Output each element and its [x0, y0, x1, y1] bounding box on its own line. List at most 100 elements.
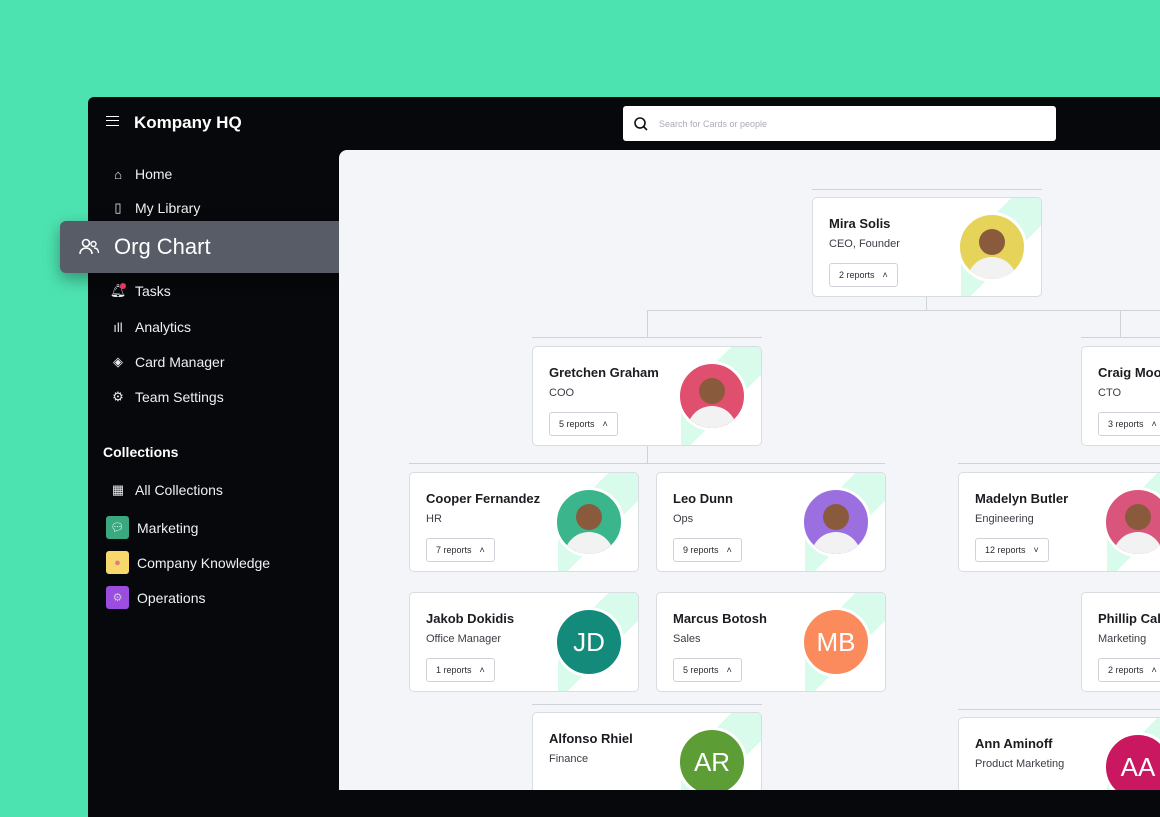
person-role: CEO, Founder — [829, 238, 900, 250]
sidebar-item-analytics[interactable]: ıll Analytics — [110, 319, 191, 335]
reports-toggle-button[interactable]: 3 reports ˄ — [1098, 412, 1160, 436]
person-card[interactable]: Mira Solis CEO, Founder 2 reports ˄ — [812, 197, 1042, 297]
reports-toggle-button[interactable]: 5 reports ˄ — [673, 658, 742, 682]
grid-icon: ▦ — [111, 482, 125, 497]
person-card[interactable]: Madelyn Butler Engineering 12 reports ˅ — [958, 472, 1160, 572]
home-icon: ⌂ — [114, 166, 122, 182]
search-input[interactable]: Search for Cards or people — [623, 106, 1056, 141]
connector-line — [1120, 310, 1121, 337]
org-chart-canvas[interactable]: Mira Solis CEO, Founder 2 reports ˄ Gretch… — [339, 150, 1160, 790]
avatar — [801, 487, 871, 557]
gear-icon: ⚙ — [106, 586, 129, 609]
person-name: Jakob Dokidis — [426, 611, 515, 626]
connector-line — [958, 463, 1160, 464]
users-icon — [79, 238, 100, 255]
connector-line — [532, 704, 762, 705]
person-name: Mira Solis — [829, 216, 891, 231]
connector-line — [532, 337, 762, 338]
chevron-up-icon: ˄ — [479, 545, 485, 555]
person-name: Marcus Botosh — [673, 611, 767, 626]
reports-toggle-button[interactable]: 9 reports ˄ — [673, 538, 742, 562]
connector-line — [1081, 337, 1160, 338]
person-role: Sales — [673, 633, 701, 645]
gear-icon: ⚙ — [112, 389, 124, 404]
brain-icon: ● — [106, 551, 129, 574]
reports-toggle-button[interactable]: 2 reports ˄ — [829, 263, 898, 287]
person-role: CTO — [1098, 387, 1122, 399]
person-role: Finance — [549, 753, 589, 765]
person-role: Product Marketing — [975, 758, 1065, 770]
avatar: MB — [801, 607, 871, 677]
connector-line — [958, 709, 1160, 710]
sidebar-item-home[interactable]: ⌂ Home — [110, 166, 172, 182]
person-card[interactable]: Leo Dunn Ops 9 reports ˄ — [656, 472, 886, 572]
chevron-down-icon: ˅ — [1033, 545, 1039, 555]
person-card[interactable]: Cooper Fernandez HR 7 reports ˄ — [409, 472, 639, 572]
reports-toggle-button[interactable]: 5 reports ˄ — [549, 412, 618, 436]
person-card[interactable]: Gretchen Graham COO 5 reports ˄ — [532, 346, 762, 446]
avatar: AR — [677, 727, 747, 790]
connector-line — [647, 310, 648, 337]
sidebar-item-tasks[interactable]: 🔔︎ Tasks — [109, 283, 171, 299]
chevron-up-icon: ˄ — [726, 545, 732, 555]
avatar — [1103, 487, 1160, 557]
person-name: Craig Moo — [1098, 365, 1160, 380]
sidebar-item-card-manager[interactable]: ◈ Card Manager — [110, 354, 225, 370]
collection-company-knowledge[interactable]: ● Company Knowledge — [106, 551, 270, 574]
collection-marketing[interactable]: 💬︎ Marketing — [106, 516, 198, 539]
connector-line — [812, 189, 1042, 190]
person-card[interactable]: Marcus Botosh Sales 5 reports ˄ MB — [656, 592, 886, 692]
avatar — [677, 361, 747, 431]
reports-toggle-button[interactable]: 1 reports ˄ — [426, 658, 495, 682]
person-name: Alfonso Rhiel — [549, 731, 633, 746]
person-card[interactable]: Ann Aminoff Product Marketing AA — [958, 717, 1160, 790]
person-role: Office Manager — [426, 633, 502, 645]
connector-line — [409, 463, 885, 464]
person-card[interactable]: Alfonso Rhiel Finance AR — [532, 712, 762, 790]
sidebar-item-org-chart[interactable]: Org Chart — [60, 221, 363, 273]
person-role: Engineering — [975, 513, 1034, 525]
chevron-up-icon: ˄ — [479, 665, 485, 675]
person-role: HR — [426, 513, 442, 525]
connector-line — [926, 297, 927, 310]
person-role: Ops — [673, 513, 694, 525]
person-name: Ann Aminoff — [975, 736, 1053, 751]
reports-toggle-button[interactable]: 12 reports ˅ — [975, 538, 1049, 562]
chevron-up-icon: ˄ — [602, 419, 608, 429]
chevron-up-icon: ˄ — [1151, 665, 1157, 675]
connector-line — [647, 310, 1160, 311]
speech-bubble-icon: 💬︎ — [106, 516, 129, 539]
collection-operations[interactable]: ⚙ Operations — [106, 586, 205, 609]
person-role: COO — [549, 387, 575, 399]
person-card[interactable]: Craig Moo CTO 3 reports ˄ — [1081, 346, 1160, 446]
avatar: JD — [554, 607, 624, 677]
chevron-up-icon: ˄ — [882, 270, 888, 280]
hamburger-menu-icon[interactable] — [106, 116, 119, 126]
chevron-up-icon: ˄ — [726, 665, 732, 675]
connector-line — [647, 445, 648, 463]
person-name: Leo Dunn — [673, 491, 733, 506]
sidebar-item-team-settings[interactable]: ⚙ Team Settings — [110, 389, 224, 405]
collection-all[interactable]: ▦ All Collections — [111, 482, 223, 498]
person-name: Gretchen Graham — [549, 365, 659, 380]
avatar — [957, 212, 1027, 282]
bar-chart-icon: ıll — [113, 319, 123, 335]
reports-toggle-button[interactable]: 7 reports ˄ — [426, 538, 495, 562]
person-card[interactable]: Phillip Cal Marketing 2 reports ˄ — [1081, 592, 1160, 692]
person-card[interactable]: Jakob Dokidis Office Manager 1 reports ˄ JD — [409, 592, 639, 692]
person-name: Cooper Fernandez — [426, 491, 541, 506]
search-placeholder: Search for Cards or people — [659, 118, 768, 129]
bell-icon: 🔔︎ — [109, 283, 127, 298]
person-name: Madelyn Butler — [975, 491, 1069, 506]
layers-icon: ◈ — [113, 354, 123, 369]
reports-toggle-button[interactable]: 2 reports ˄ — [1098, 658, 1160, 682]
chevron-up-icon: ˄ — [1151, 419, 1157, 429]
avatar — [554, 487, 624, 557]
app-title: Kompany HQ — [134, 113, 242, 132]
search-icon — [634, 116, 648, 131]
person-name: Phillip Cal — [1098, 611, 1160, 626]
sidebar-item-my-library[interactable]: ▯ My Library — [110, 200, 200, 216]
collections-heading: Collections — [103, 444, 179, 460]
bookmark-icon: ▯ — [114, 200, 122, 215]
person-role: Marketing — [1098, 633, 1147, 645]
